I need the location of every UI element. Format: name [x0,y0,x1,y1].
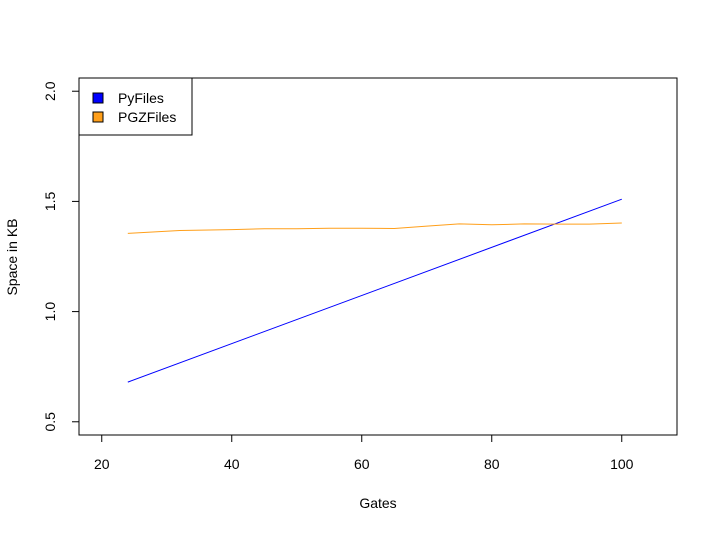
y-tick-label: 1.5 [42,191,58,211]
x-tick-label: 100 [610,456,634,472]
legend: PyFiles PGZFiles [78,77,193,136]
x-tick-label: 80 [484,456,500,472]
x-tick-label: 20 [94,456,110,472]
x-tick-label: 40 [224,456,240,472]
x-tick-label: 60 [354,456,370,472]
legend-label: PGZFiles [118,109,176,125]
legend-swatch [92,92,104,104]
x-axis-label: Gates [359,495,396,511]
y-tick-label: 1.0 [42,302,58,322]
series-layer [127,198,622,383]
y-tick-label: 2.0 [42,81,58,101]
series-line-pgzfiles [127,222,622,234]
legend-box [78,77,193,136]
series-line-pyfiles [127,198,622,383]
y-axis-label: Space in KB [4,218,20,295]
legend-label: PyFiles [118,90,164,106]
y-tick-label: 0.5 [42,412,58,432]
y-axis: 0.5 1.0 1.5 2.0 [42,81,80,432]
x-axis: 20 40 60 80 100 [94,434,634,472]
legend-swatch [92,111,104,123]
